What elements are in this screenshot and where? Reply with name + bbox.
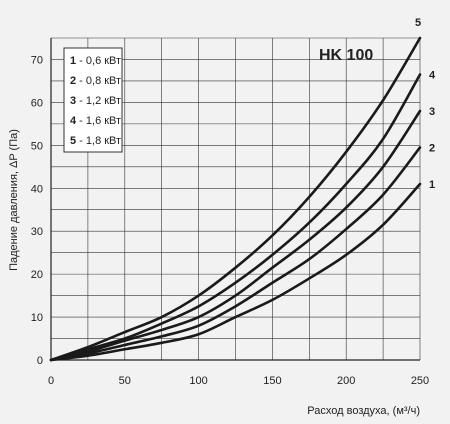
y-tick-labels: 0 10 20 30 40 50 60 70 (31, 54, 43, 367)
series-line-5 (49, 36, 422, 362)
x-tick-labels: 0 50 100 150 200 250 (48, 375, 429, 387)
series-line-4 (49, 73, 422, 362)
series-end-labels: 1 2 3 4 5 (415, 17, 436, 191)
y-tick-label: 20 (31, 269, 43, 281)
y-tick-label: 70 (31, 54, 43, 66)
legend-entry-5: 5 - 1,8 кВт (70, 135, 121, 147)
axes (50, 38, 420, 361)
series-label-2: 2 (429, 142, 435, 154)
series-label-4: 4 (429, 69, 436, 81)
legend-entry-2: 2 - 0,8 кВт (70, 75, 121, 87)
x-axis-label: Расход воздуха, (м³/ч) (307, 405, 420, 417)
x-tick-label: 250 (411, 375, 429, 387)
x-tick-label: 150 (263, 375, 281, 387)
y-tick-label: 50 (31, 140, 43, 152)
x-tick-label: 0 (48, 375, 54, 387)
x-tick-label: 200 (337, 375, 355, 387)
series-line-2 (49, 146, 422, 362)
series-label-5: 5 (415, 17, 421, 29)
x-tick-label: 100 (189, 375, 207, 387)
series-label-3: 3 (429, 106, 435, 118)
legend-entry-1: 1 - 0,6 кВт (70, 55, 121, 67)
y-tick-label: 60 (31, 97, 43, 109)
y-tick-label: 0 (37, 355, 43, 367)
series-line-3 (49, 109, 422, 362)
legend-box (63, 47, 123, 153)
series-line-1 (49, 182, 422, 362)
y-tick-label: 10 (31, 312, 43, 324)
legend-entry-3: 3 - 1,2 кВт (70, 95, 121, 107)
legend-entry-4: 4 - 1,6 кВт (70, 115, 121, 127)
series-curves (49, 36, 422, 362)
legend: 1 - 0,6 кВт 2 - 0,8 кВт 3 - 1,2 кВт 4 - 1,6… (63, 47, 123, 153)
chart-title: HK 100 (319, 47, 373, 64)
series-label-1: 1 (429, 179, 435, 191)
y-tick-label: 30 (31, 226, 43, 238)
y-tick-label: 40 (31, 183, 43, 195)
x-tick-label: 50 (119, 375, 131, 387)
y-axis-label: Падение давления, ΔP (Па) (8, 129, 20, 271)
